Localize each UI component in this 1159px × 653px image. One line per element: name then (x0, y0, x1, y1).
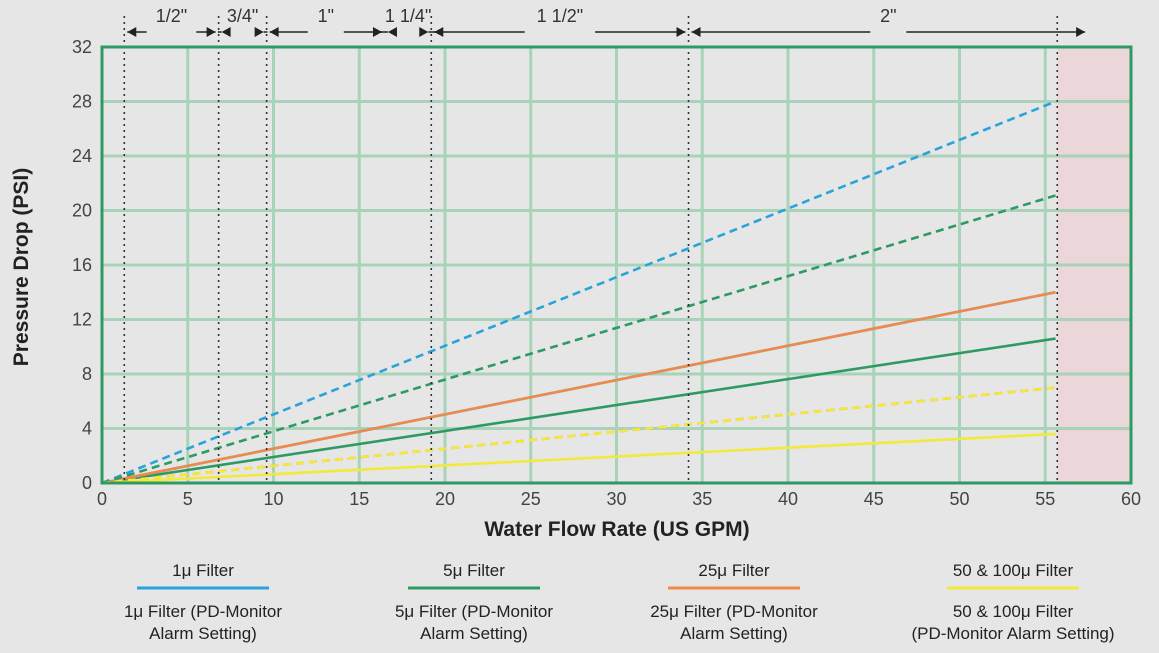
x-axis-title: Water Flow Rate (US GPM) (484, 518, 749, 541)
legend-label: 25μ Filter (PD-Monitor (650, 602, 818, 621)
legend-item: 25μ Filter (668, 561, 800, 590)
legend-item: 50 & 100μ Filter (PD-Monitor Alarm Settin… (911, 602, 1114, 643)
pipe-size-layer: 1/2" 3/4" 1" 1 1/4" 1 1/2" 2" (127, 6, 1086, 37)
legend-item: 5μ Filter (PD-Monitor Alarm Setting) (395, 602, 553, 643)
y-tick-label: 32 (72, 37, 92, 57)
pipe-size-label: 1 1/4" (385, 6, 431, 26)
series-line (101, 290, 1056, 485)
pipe-size-range: 3/4" (217, 6, 268, 37)
legend-item: 1μ Filter (137, 561, 269, 590)
y-tick-label: 12 (72, 310, 92, 330)
x-tick-label: 55 (1035, 489, 1055, 509)
legend-label: 1μ Filter (PD-Monitor (124, 602, 282, 621)
x-tick-label: 45 (864, 489, 884, 509)
plot-frame (100, 45, 1133, 485)
arrow-left-icon (269, 27, 279, 37)
series-layer (101, 100, 1057, 485)
series-line (101, 432, 1056, 485)
legend-label: (PD-Monitor Alarm Setting) (911, 624, 1114, 643)
y-tick-label: 20 (72, 201, 92, 221)
arrow-left-icon (434, 27, 444, 37)
pipe-size-label: 3/4" (227, 6, 258, 26)
pipe-size-range: 1 1/2" (434, 6, 686, 37)
y-tick-label: 28 (72, 92, 92, 112)
legend-label: 1μ Filter (172, 561, 234, 580)
x-tick-label: 60 (1121, 489, 1141, 509)
legend-label: 5μ Filter (PD-Monitor (395, 602, 553, 621)
legend-item: 25μ Filter (PD-Monitor Alarm Setting) (650, 602, 818, 643)
arrow-right-icon (254, 27, 264, 37)
legend-label: Alarm Setting) (680, 624, 788, 643)
arrow-left-icon (127, 27, 137, 37)
legend-label: Alarm Setting) (420, 624, 528, 643)
grid-layer (102, 47, 1131, 483)
x-tick-label: 50 (949, 489, 969, 509)
pipe-size-range: 1/2" (127, 6, 216, 37)
x-tick-label: 15 (349, 489, 369, 509)
legend-label: Alarm Setting) (149, 624, 257, 643)
legend-label: 25μ Filter (698, 561, 770, 580)
pipe-size-range: 1" (269, 6, 382, 37)
y-tick-label: 24 (72, 146, 92, 166)
x-tick-label: 5 (183, 489, 193, 509)
pipe-size-range: 2" (691, 6, 1086, 37)
legend-label: 5μ Filter (443, 561, 505, 580)
legend-label: 50 & 100μ Filter (953, 602, 1074, 621)
plot-frame-layer (100, 45, 1133, 485)
x-tick-label: 40 (778, 489, 798, 509)
arrow-left-icon (691, 27, 701, 37)
y-tick-label: 16 (72, 255, 92, 275)
y-axis-title: Pressure Drop (PSI) (10, 168, 33, 366)
arrow-left-icon (221, 27, 231, 37)
legend-item: 50 & 100μ Filter (947, 561, 1079, 590)
x-tick-label: 30 (606, 489, 626, 509)
arrow-right-icon (419, 27, 429, 37)
legend-label: 50 & 100μ Filter (953, 561, 1074, 580)
x-tick-label: 20 (435, 489, 455, 509)
series-line (101, 386, 1056, 485)
series-line (101, 194, 1056, 485)
x-tick-label: 0 (97, 489, 107, 509)
x-tick-label: 10 (263, 489, 283, 509)
pipe-size-label: 1 1/2" (537, 6, 583, 26)
pipe-size-label: 1" (318, 6, 334, 26)
legend-item: 5μ Filter (408, 561, 540, 590)
legend-item: 1μ Filter (PD-Monitor Alarm Setting) (124, 602, 282, 643)
x-tick-label: 25 (521, 489, 541, 509)
x-tick-label: 35 (692, 489, 712, 509)
pipe-boundary-layer (123, 16, 1059, 483)
arrow-right-icon (1076, 27, 1086, 37)
y-tick-label: 0 (82, 473, 92, 493)
pipe-size-range: 1 1/4" (372, 6, 444, 37)
pipe-size-label: 1/2" (156, 6, 187, 26)
series-line (101, 337, 1056, 485)
arrow-right-icon (676, 27, 686, 37)
tick-label-layer: 0 5 10 15 20 25 30 35 40 45 50 55 60 0 4 8 12 16 20 24 28 32 (72, 37, 1141, 509)
series-line (101, 100, 1057, 485)
y-tick-label: 8 (82, 364, 92, 384)
arrow-right-icon (206, 27, 216, 37)
legend: 1μ Filter 5μ Filter 25μ Filter 50 & 100μ Fi… (124, 561, 1115, 643)
arrow-left-icon (387, 27, 397, 37)
pipe-size-label: 2" (880, 6, 896, 26)
y-tick-label: 4 (82, 419, 92, 439)
